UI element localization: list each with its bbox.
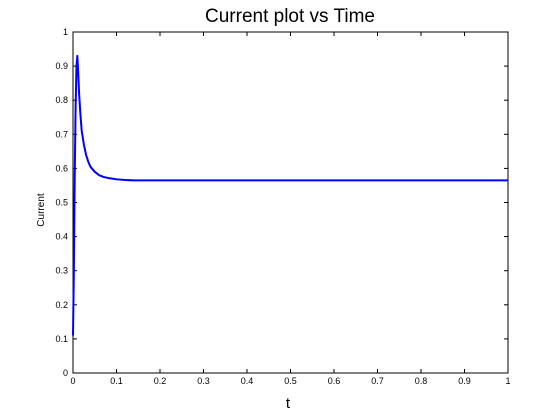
y-tick-label: 0.9 <box>55 61 68 71</box>
x-tick-label: 0.1 <box>110 376 123 386</box>
y-tick-label: 0.7 <box>55 129 68 139</box>
tick-labels-layer: 0 0.1 0.2 0.3 0.4 0.5 0.6 0.7 0.8 0.9 1 0 0.1 0.2 0.3 0… <box>55 27 510 386</box>
y-tick-label: 0.1 <box>55 334 68 344</box>
y-tick-label: 0 <box>63 368 68 378</box>
y-tick-label: 0.4 <box>55 232 68 242</box>
x-tick-label: 1 <box>505 376 510 386</box>
x-tick-label: 0.4 <box>241 376 254 386</box>
ticks-layer <box>72 31 509 374</box>
x-tick-label: 0 <box>70 376 75 386</box>
x-tick-label: 0.6 <box>328 376 341 386</box>
y-axis-label: Current <box>36 193 47 227</box>
series-line-current <box>72 54 508 336</box>
y-tick-label: 0.6 <box>55 163 68 173</box>
x-tick-label: 0.5 <box>284 376 297 386</box>
x-tick-label: 0.2 <box>154 376 167 386</box>
x-tick-label: 0.8 <box>415 376 428 386</box>
y-tick-label: 0.5 <box>55 198 68 208</box>
y-tick-label: 0.8 <box>55 95 68 105</box>
y-tick-label: 0.3 <box>55 266 68 276</box>
x-tick-label: 0.9 <box>458 376 471 386</box>
x-tick-label: 0.7 <box>371 376 384 386</box>
y-tick-label: 0.2 <box>55 300 68 310</box>
x-axis-label: t <box>286 395 291 412</box>
x-tick-label: 0.3 <box>197 376 210 386</box>
chart-title: Current plot vs Time <box>205 6 375 27</box>
plot-area <box>72 31 509 374</box>
y-tick-label: 1 <box>63 27 68 37</box>
